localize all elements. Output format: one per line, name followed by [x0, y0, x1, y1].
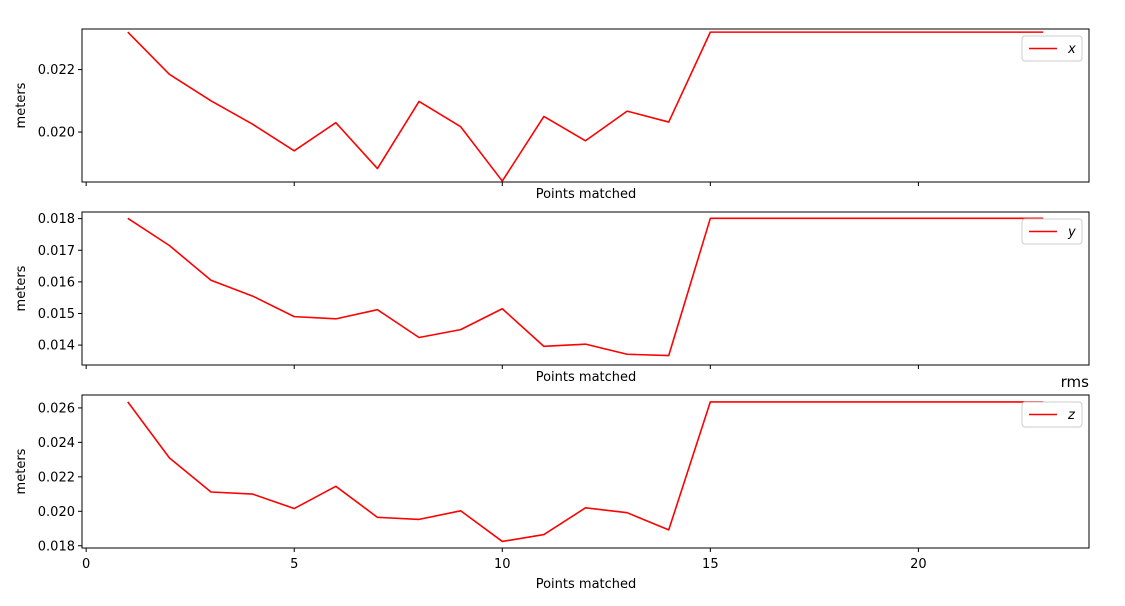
- legend: x: [1021, 35, 1083, 62]
- y-tick-label: 0.016: [38, 275, 75, 290]
- y-tick-label: 0.022: [38, 63, 75, 78]
- x-tick-label: 15: [702, 557, 719, 572]
- subplot-1: 0.020 0.022 Points matched meters x: [14, 28, 1090, 202]
- legend: z: [1021, 401, 1083, 428]
- y-tick-label: 0.017: [38, 244, 75, 259]
- legend: y: [1021, 218, 1083, 245]
- y-tick-label: 0.022: [38, 470, 75, 485]
- x-axis-label: Points matched: [536, 187, 637, 202]
- y-tick-label: 0.014: [38, 339, 75, 354]
- y-tick-label: 0.018: [38, 212, 75, 227]
- axes-frame: [81, 394, 1090, 549]
- x-axis-label: Points matched: [536, 370, 637, 385]
- x-tick-label: 10: [494, 557, 511, 572]
- series-line-y: [127, 217, 1044, 357]
- legend-label-y: y: [1067, 225, 1076, 240]
- x-tick-label: 0: [82, 557, 90, 572]
- y-tick-label: 0.020: [38, 126, 75, 141]
- x-axis-label: Points matched: [536, 577, 637, 592]
- chart-title: rms: [1061, 373, 1090, 391]
- y-tick-label: 0.018: [38, 539, 75, 554]
- y-axis-label: meters: [14, 82, 29, 128]
- series-line-z: [127, 401, 1044, 543]
- y-tick-label: 0.024: [38, 436, 75, 451]
- y-tick-label: 0.015: [38, 307, 75, 322]
- y-axis-label: meters: [14, 265, 29, 311]
- legend-label-x: x: [1067, 42, 1076, 57]
- series-line-x: [127, 31, 1044, 182]
- subplot-2: 0.014 0.015 0.016 0.017 0.018 Points matched m…: [14, 211, 1090, 385]
- axes-frame: [81, 211, 1090, 366]
- y-tick-label: 0.026: [38, 401, 75, 416]
- y-tick-label: 0.020: [38, 505, 75, 520]
- subplot-3: 0 5 10 15 20 0.018 0.020 0.022 0.024 0.026 Points …: [14, 373, 1090, 592]
- axes-frame: [81, 28, 1090, 183]
- x-tick-label: 20: [910, 557, 927, 572]
- legend-label-z: z: [1067, 408, 1076, 423]
- x-tick-label: 5: [290, 557, 298, 572]
- y-axis-label: meters: [14, 448, 29, 494]
